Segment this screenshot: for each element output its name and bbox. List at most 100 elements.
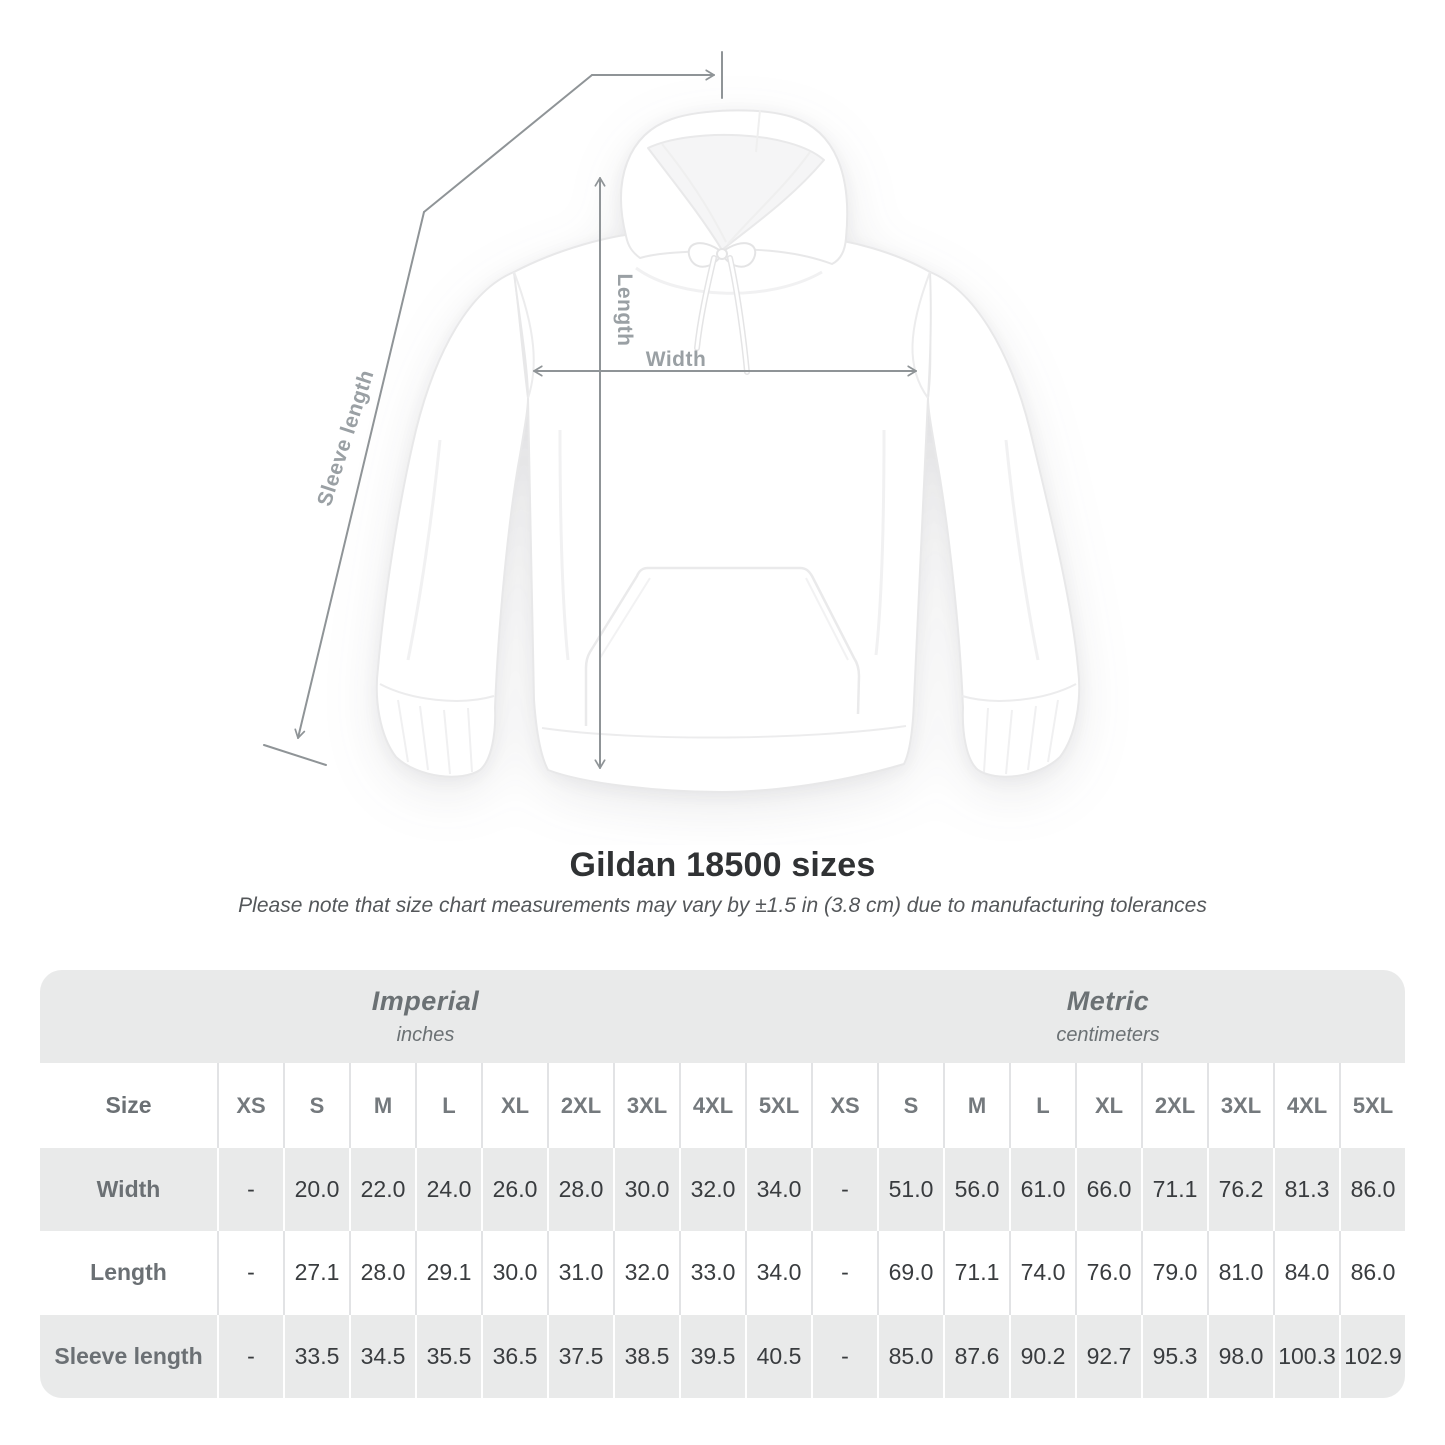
measurement-value: 76.0 [1075,1231,1141,1315]
measurement-value: 36.5 [481,1314,547,1398]
measurement-value: - [811,1314,877,1398]
seams [379,271,1077,739]
measurement-value: 71.1 [1141,1148,1207,1232]
size-table: Imperial inches Metric centimeters Size … [40,970,1405,1398]
caption-block: Gildan 18500 sizes Please note that size… [0,846,1445,918]
measurement-value: 26.0 [481,1148,547,1232]
hood-opening [647,133,825,251]
size-column-header: 2XL [547,1063,613,1148]
row-label: Length [90,1259,167,1286]
measurement-value: 32.0 [679,1148,745,1232]
measurement-value: 81.0 [1207,1231,1273,1315]
measurement-value: 30.0 [481,1231,547,1315]
measurement-value: 90.2 [1009,1314,1075,1398]
measurement-value: 34.5 [349,1314,415,1398]
measurement-value: 102.9 [1339,1314,1405,1398]
pocket-stitching [599,577,849,661]
sleeve-end-tick [263,744,327,766]
drawstrings [687,242,757,375]
measurement-value: 40.5 [745,1314,811,1398]
cuff-ribs [397,699,1059,775]
measurement-value: - [811,1231,877,1315]
size-column-header: M [349,1063,415,1148]
hoodie-left-sleeve [375,271,529,778]
table-rows: Width -20.0 22.0 24.0 26.0 28.0 30.0 32.0 34.0-5… [40,1148,1405,1398]
unit-group-metric: Metric centimeters [811,970,1405,1063]
measurement-value: 29.1 [415,1231,481,1315]
measurement-value: 28.0 [349,1231,415,1315]
measurement-value: 71.1 [943,1231,1009,1315]
unit-group-imperial: Imperial inches [40,970,811,1063]
measurement-value: 66.0 [1075,1148,1141,1232]
size-column-header: 4XL [679,1063,745,1148]
size-column-header: L [1009,1063,1075,1148]
measurement-value: 84.0 [1273,1231,1339,1315]
page-subtitle: Please note that size chart measurements… [238,894,1207,917]
measurement-value: 33.5 [283,1314,349,1398]
size-column-header: 5XL [745,1063,811,1148]
hoodie-illustration [375,109,1081,793]
hood-rim [661,109,811,245]
measurement-value: 31.0 [547,1231,613,1315]
measurement-value: 37.5 [547,1314,613,1398]
length-label: Length [613,274,636,347]
measurement-value: 61.0 [1009,1148,1075,1232]
measurement-value: 34.0 [745,1148,811,1232]
size-column-header: S [877,1063,943,1148]
unit-group-name: Metric [1066,986,1150,1016]
measurement-value: 34.0 [745,1231,811,1315]
measurement-value: 69.0 [877,1231,943,1315]
measurement-value: 38.5 [613,1314,679,1398]
size-column-header: M [943,1063,1009,1148]
measurement-value: 87.6 [943,1314,1009,1398]
measurement-value: 32.0 [613,1231,679,1315]
measurement-value: 100.3 [1273,1314,1339,1398]
size-column-header: XS [811,1063,877,1148]
sleeve-length-arrow [294,211,425,739]
measurement-value: 95.3 [1141,1314,1207,1398]
hoodie-right-sleeve [927,271,1081,778]
measurement-value: 76.2 [1207,1148,1273,1232]
unit-header-band: Imperial inches Metric centimeters [40,970,1405,1063]
row-label: Sleeve length [54,1342,203,1369]
size-column-header: S [283,1063,349,1148]
measurement-value: 86.0 [1339,1148,1405,1232]
size-column-header: XL [481,1063,547,1148]
measurement-value: 79.0 [1141,1231,1207,1315]
measurement-annotations [263,51,917,769]
hoodie-body [513,232,932,793]
measurement-value: 92.7 [1075,1314,1141,1398]
size-column-header: 2XL [1141,1063,1207,1148]
size-column-header: 5XL [1339,1063,1405,1148]
measurement-value: - [217,1231,283,1315]
sleeve-length-line-upper [423,74,593,213]
size-column-header: L [415,1063,481,1148]
measurement-value: 85.0 [877,1314,943,1398]
size-column-header: 4XL [1273,1063,1339,1148]
fabric-folds [406,266,1040,661]
size-column-label: Size [105,1092,152,1118]
measurement-value: 20.0 [283,1148,349,1232]
measurement-value: 27.1 [283,1231,349,1315]
width-label: Width [646,348,707,371]
measurement-value: 28.0 [547,1148,613,1232]
kangaroo-pocket [584,566,861,726]
sleeve-length-label: Sleeve length [313,367,379,509]
measurement-value: 98.0 [1207,1314,1273,1398]
size-column-header: 3XL [613,1063,679,1148]
size-column-header: XL [1075,1063,1141,1148]
measurement-value: 35.5 [415,1314,481,1398]
unit-group-name: Imperial [371,986,480,1016]
measurement-value: - [217,1148,283,1232]
table-row: Width -20.0 22.0 24.0 26.0 28.0 30.0 32.0 34.0-5… [40,1148,1405,1232]
measurement-value: 22.0 [349,1148,415,1232]
row-label: Width [96,1176,161,1203]
measurement-value: 56.0 [943,1148,1009,1232]
measurement-value: 81.3 [1273,1148,1339,1232]
hoodie-diagram: Width Length Sleeve length [263,51,1081,793]
table-row: Sleeve length -33.5 34.5 35.5 36.5 37.5 38.5 39… [40,1314,1405,1398]
unit-group-unit: centimeters [1056,1024,1160,1046]
size-column-header: 3XL [1207,1063,1273,1148]
measurement-value: 30.0 [613,1148,679,1232]
page-title: Gildan 18500 sizes [569,846,876,884]
